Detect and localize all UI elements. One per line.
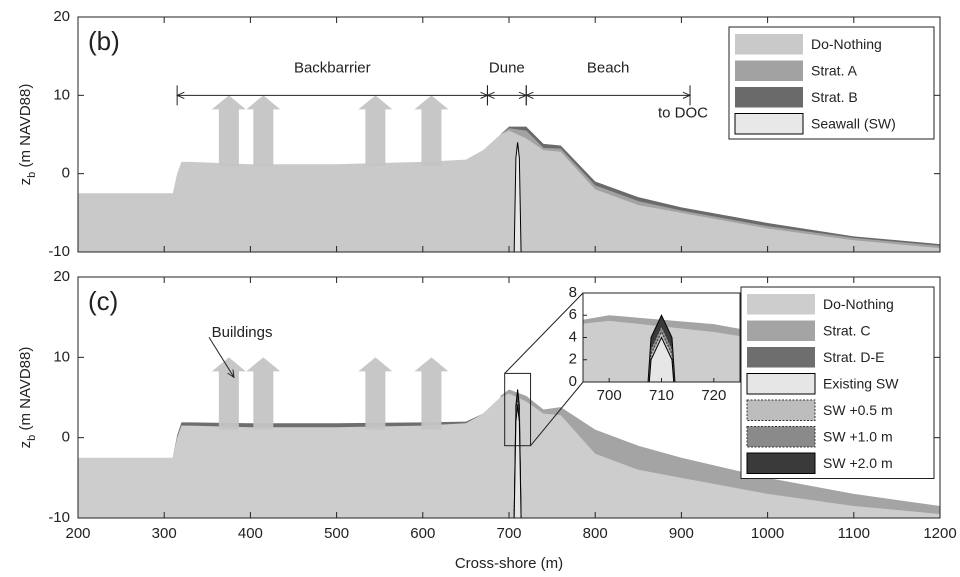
inset-x-tick-label: 710 xyxy=(649,387,674,404)
inset-plot xyxy=(583,314,740,382)
inset-y-tick-label: 4 xyxy=(569,328,577,345)
zoom-connector xyxy=(504,292,584,374)
plot-area xyxy=(78,126,940,252)
legend-swatch xyxy=(746,399,816,421)
x-tick-label: 900 xyxy=(669,525,694,542)
y-axis-label-part: (m NAVD88) xyxy=(17,84,34,172)
annotation-arrow xyxy=(208,336,234,377)
x-tick-label: 400 xyxy=(238,525,263,542)
x-tick-label: 200 xyxy=(65,525,90,542)
x-axis-label: Cross-shore (m) xyxy=(455,555,563,572)
y-tick-label: 20 xyxy=(53,8,70,25)
y-tick-label: 0 xyxy=(62,429,70,446)
span-label: Backbarrier xyxy=(294,59,371,76)
legend-swatch xyxy=(735,60,803,81)
legend-swatch xyxy=(746,452,816,474)
building-arrow xyxy=(211,95,246,166)
x-tick-label: 600 xyxy=(410,525,435,542)
y-axis-label-part: z xyxy=(17,441,34,449)
building-arrow xyxy=(246,357,281,430)
legend-label: Existing SW xyxy=(823,375,899,391)
y-tick-label: 10 xyxy=(53,348,70,365)
x-tick-label: 800 xyxy=(583,525,608,542)
legend-swatch xyxy=(735,34,803,55)
profile-area xyxy=(78,130,940,252)
inset-x-tick-label: 720 xyxy=(701,387,726,404)
legend-label: Do-Nothing xyxy=(823,296,894,312)
x-tick-label: 1100 xyxy=(838,525,870,542)
y-axis-label-part: z xyxy=(17,178,34,186)
seawall xyxy=(513,405,522,518)
y-axis-label-part: (m NAVD88) xyxy=(17,347,34,435)
y-axis-label-part: b xyxy=(26,172,38,178)
building-arrow xyxy=(211,357,246,430)
y-axis-label-part: b xyxy=(26,435,38,441)
legend-swatch xyxy=(747,294,815,315)
x-tick-label: 700 xyxy=(496,525,521,542)
inset-y-tick-label: 8 xyxy=(569,284,577,301)
y-tick-label: -10 xyxy=(48,243,70,260)
legend-label: Strat. A xyxy=(811,62,858,78)
panel-label: (b) xyxy=(88,26,120,56)
annotation: Buildings xyxy=(212,324,273,341)
building-arrow xyxy=(414,357,449,430)
inset-x-tick-label: 700 xyxy=(597,387,622,404)
span-label: Dune xyxy=(489,59,525,76)
legend-label: Strat. D-E xyxy=(823,349,884,365)
y-axis-label: zb (m NAVD88) xyxy=(17,347,38,449)
legend-swatch xyxy=(746,426,816,448)
legend-label: Do-Nothing xyxy=(811,36,882,52)
legend-swatch xyxy=(734,113,804,135)
y-tick-label: 0 xyxy=(62,165,70,182)
x-tick-label: 1200 xyxy=(923,525,956,542)
building-arrow xyxy=(414,95,449,166)
zoom-box xyxy=(504,372,532,447)
legend-label: SW +0.5 m xyxy=(823,402,893,418)
seawall xyxy=(513,142,522,252)
zoom-connector xyxy=(530,381,584,447)
seawall xyxy=(648,336,675,382)
legend-label: SW +2.0 m xyxy=(823,455,893,471)
x-tick-label: 300 xyxy=(152,525,177,542)
building-arrow xyxy=(358,95,393,166)
legend-label: Strat. C xyxy=(823,322,870,338)
building-arrow xyxy=(358,357,393,430)
legend-swatch xyxy=(747,347,815,368)
x-tick-label: 1000 xyxy=(751,525,784,542)
span-label: Beach xyxy=(587,59,630,76)
panel-label: (c) xyxy=(88,286,118,316)
inset-y-tick-label: 0 xyxy=(569,373,577,390)
profile-area xyxy=(78,393,940,518)
legend-label: Seawall (SW) xyxy=(811,115,896,131)
building-arrow xyxy=(246,95,281,166)
x-tick-label: 500 xyxy=(324,525,349,542)
inset-y-tick-label: 2 xyxy=(569,351,577,368)
inset-y-tick-label: 6 xyxy=(569,306,577,323)
y-tick-label: -10 xyxy=(48,509,70,526)
legend-label: SW +1.0 m xyxy=(823,428,893,444)
legend-swatch xyxy=(747,320,815,341)
legend-swatch xyxy=(746,373,816,395)
y-tick-label: 10 xyxy=(53,86,70,103)
y-tick-label: 20 xyxy=(53,268,70,285)
span-note: to DOC xyxy=(658,104,708,121)
legend-swatch xyxy=(735,87,803,108)
y-axis-label: zb (m NAVD88) xyxy=(17,84,38,186)
legend-label: Strat. B xyxy=(811,89,858,105)
